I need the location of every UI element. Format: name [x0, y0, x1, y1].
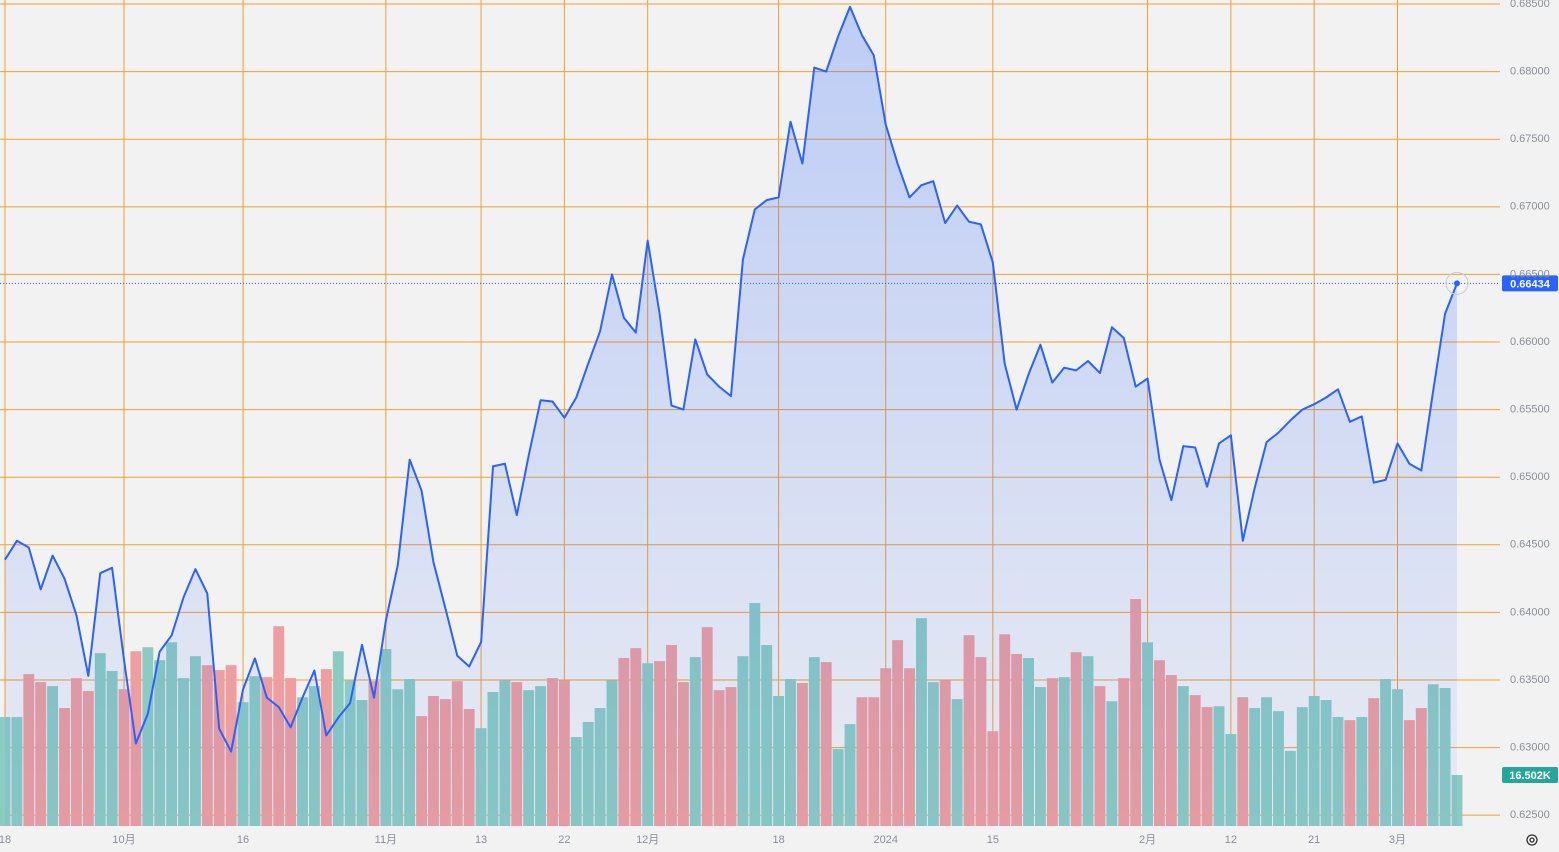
x-tick-label: 16 — [237, 834, 249, 846]
x-tick-label: 22 — [558, 834, 570, 846]
settings-icon[interactable] — [1526, 834, 1538, 846]
x-tick-label: 15 — [987, 834, 999, 846]
area — [5, 6, 1457, 827]
y-tick-label: 0.65000 — [1510, 471, 1550, 483]
last-point — [1454, 280, 1460, 287]
y-tick-label: 0.62500 — [1510, 809, 1550, 821]
last-price-box — [1502, 275, 1558, 292]
y-tick-label: 0.63500 — [1510, 674, 1550, 686]
line — [4, 5, 1458, 753]
x-tick-label: 12月 — [636, 834, 659, 846]
x-tick-label: 21 — [1308, 834, 1320, 846]
x-tick-label: 2024 — [873, 834, 897, 846]
x-tick-label: 2月 — [1139, 834, 1156, 846]
last-price-label: 0.66434 — [1510, 278, 1551, 290]
x-tick-label: 12 — [1225, 834, 1237, 846]
y-tick-label: 0.64000 — [1510, 606, 1550, 618]
y-tick-label: 0.68000 — [1510, 66, 1550, 78]
y-tick-label: 0.68500 — [1510, 0, 1550, 10]
y-tick-label: 0.67000 — [1510, 201, 1550, 213]
x-tick-label: 18 — [0, 834, 11, 846]
y-tick-label: 0.65500 — [1510, 404, 1550, 416]
x-tick-label: 18 — [772, 834, 784, 846]
x-tick-label: 10月 — [112, 834, 135, 846]
y-tick-label: 0.66000 — [1510, 336, 1550, 348]
volume-bar — [225, 665, 237, 826]
y-tick-label: 0.66500 — [1510, 268, 1550, 280]
x-tick-label: 3月 — [1389, 834, 1406, 846]
last-point-halo — [1445, 271, 1469, 295]
volume-label: 16.502K — [1509, 770, 1551, 782]
x-tick-label: 13 — [475, 834, 487, 846]
volume-label-box — [1502, 767, 1558, 784]
x-tick-label: 11月 — [375, 834, 397, 846]
y-tick-label: 0.63000 — [1510, 741, 1550, 753]
y-tick-label: 0.67500 — [1510, 133, 1550, 145]
y-tick-label: 0.64500 — [1510, 539, 1550, 551]
